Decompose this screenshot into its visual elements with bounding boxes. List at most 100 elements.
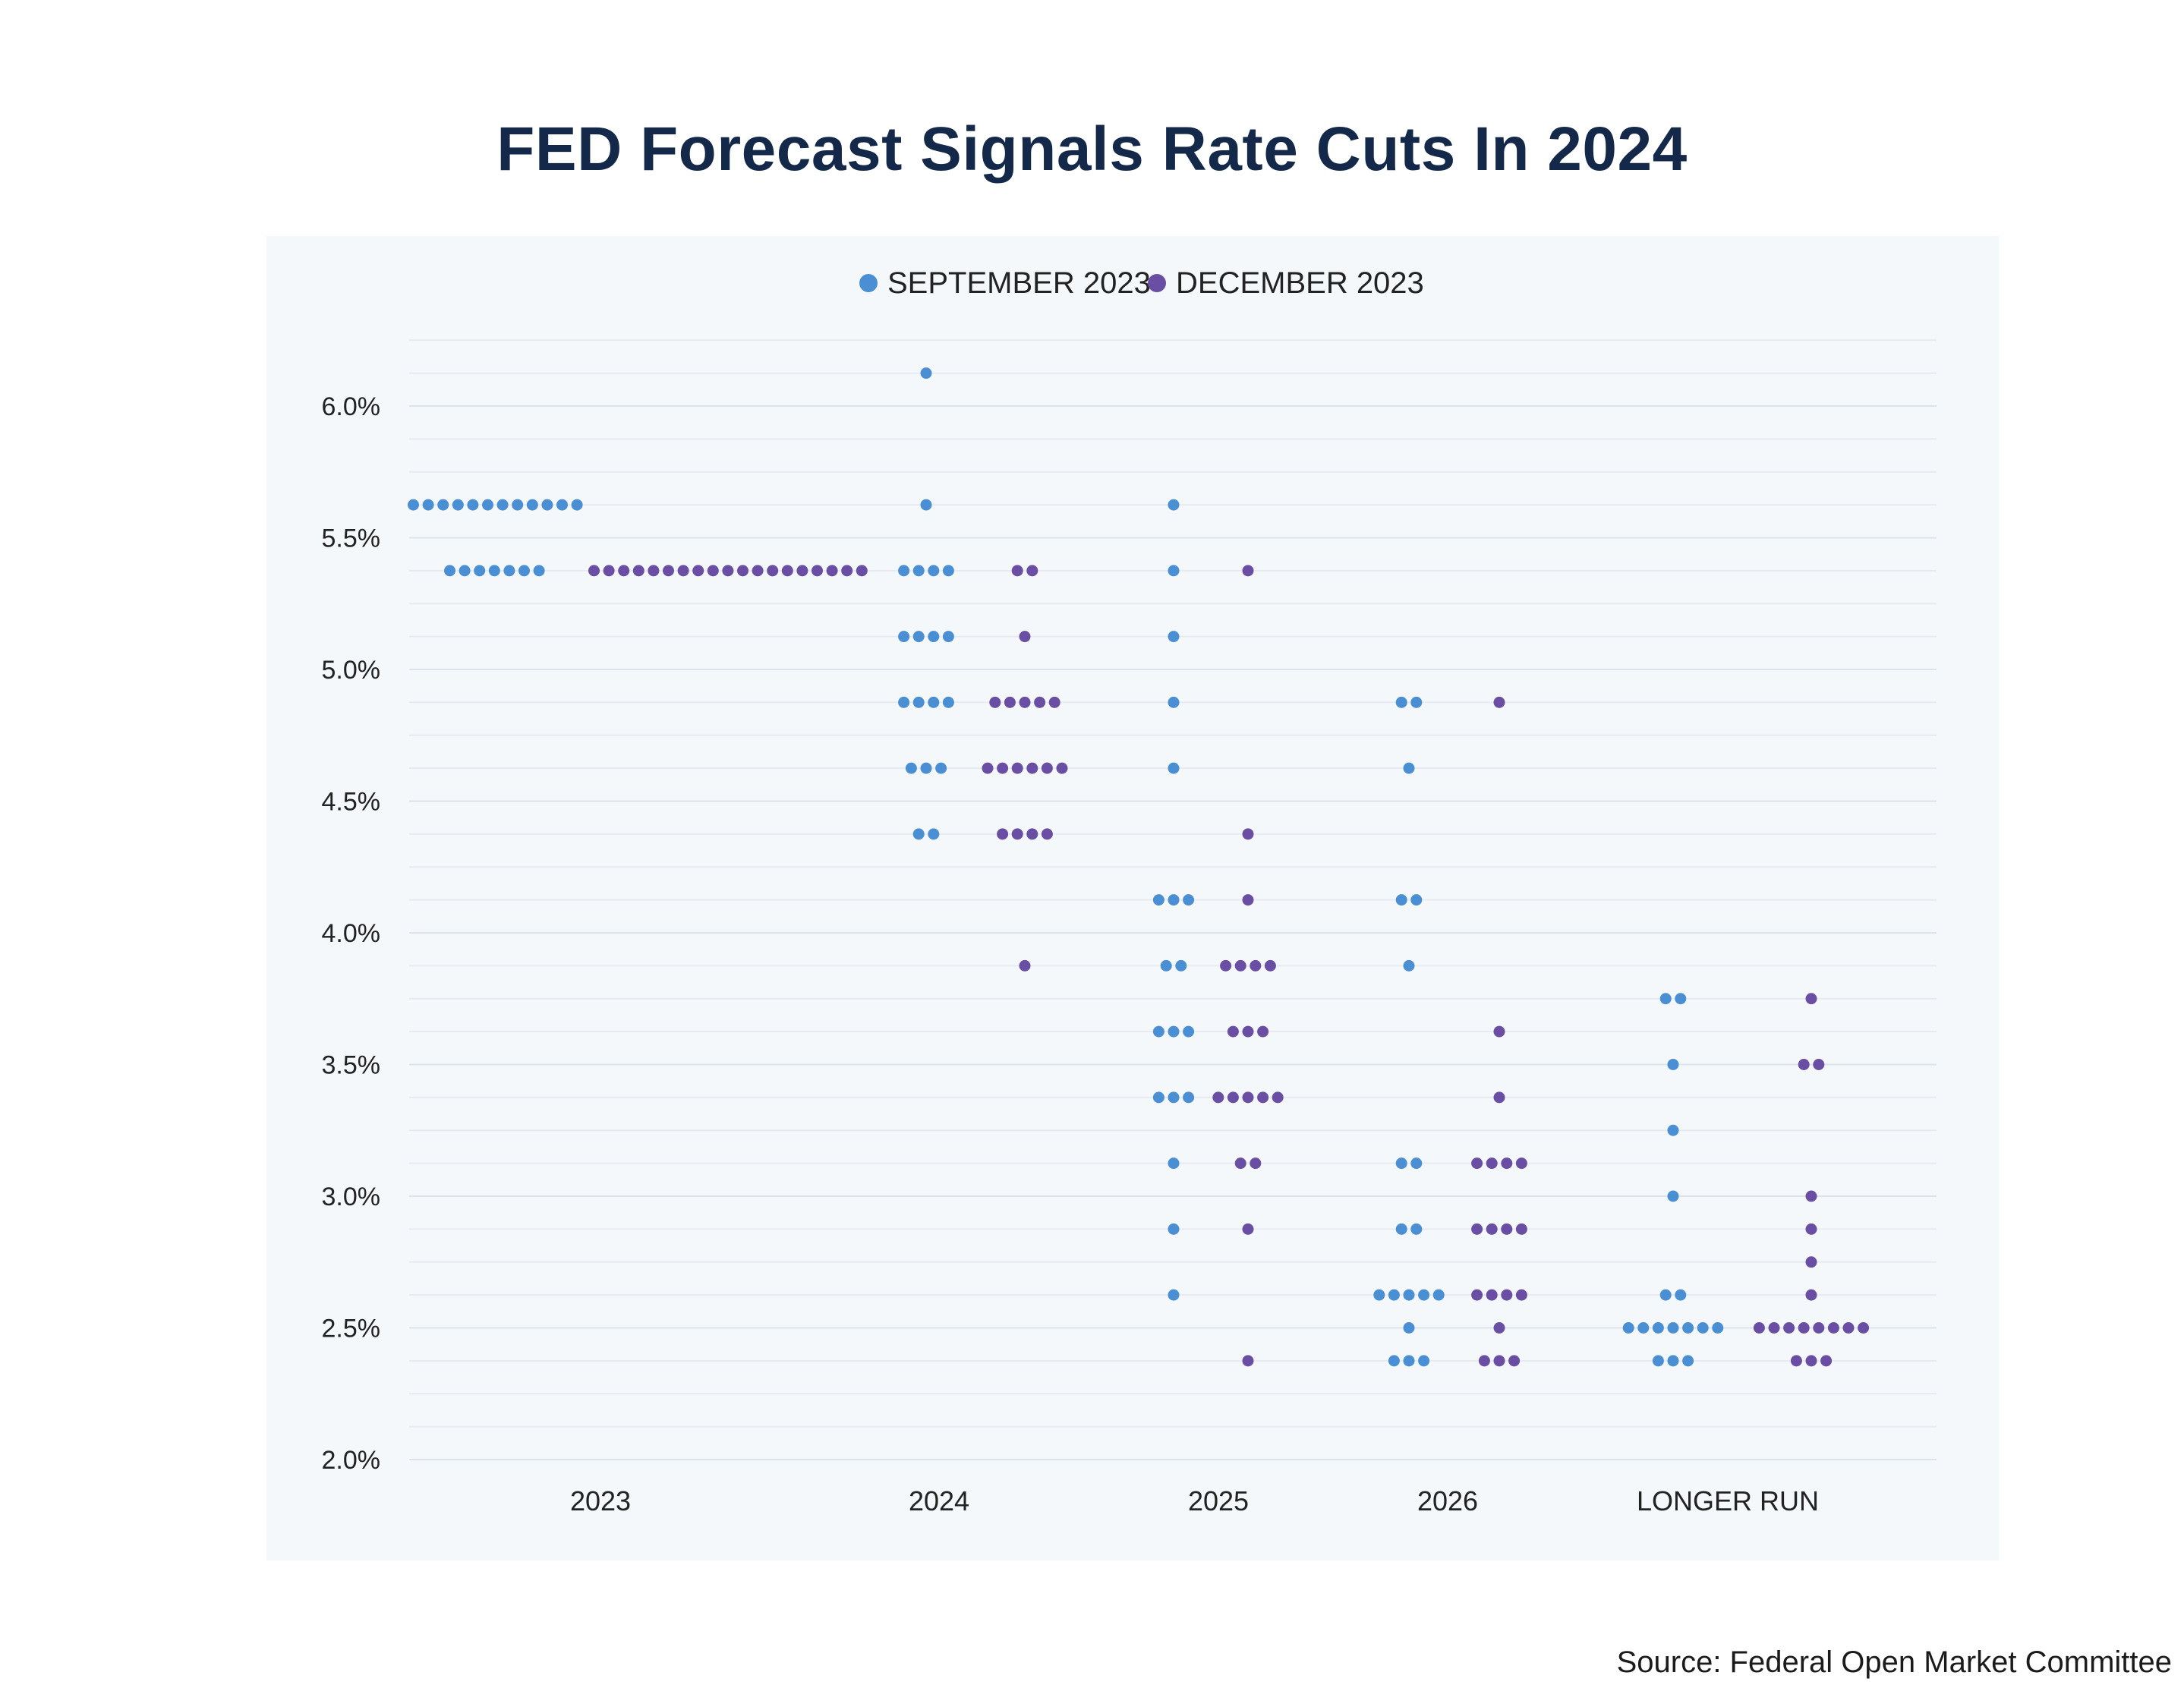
december-dot <box>1753 1322 1765 1334</box>
december-dot <box>1026 565 1038 577</box>
september-dot <box>1410 1157 1423 1170</box>
december-dot <box>1493 1322 1505 1334</box>
september-dot <box>1152 1091 1164 1104</box>
december-dot <box>1805 1223 1817 1235</box>
december-dot <box>1858 1322 1870 1334</box>
september-dot <box>1418 1289 1430 1301</box>
september-dot <box>526 499 538 511</box>
december-dot <box>588 565 600 577</box>
x-category-label: 2025 <box>1188 1485 1249 1516</box>
december-dot <box>663 565 674 577</box>
december-dot <box>1813 1322 1825 1334</box>
december-dot <box>1805 1256 1817 1268</box>
y-axis-ticks: 6.0% 5.5% 5.0% 4.5% 4.0% 3.5% 3.0% 2.5% 2.0% <box>322 392 381 1475</box>
september-dot <box>905 762 917 774</box>
december-dot <box>1501 1157 1513 1170</box>
september-dot <box>444 565 455 577</box>
legend-swatch <box>859 274 878 292</box>
september-dot <box>1168 1223 1180 1235</box>
september-dot <box>1403 762 1415 774</box>
y-tick-label: 2.5% <box>322 1315 381 1343</box>
september-dot <box>942 631 954 643</box>
december-dot <box>1471 1289 1483 1301</box>
september-dot <box>1152 894 1164 906</box>
september-dot <box>1667 1190 1679 1202</box>
september-dot <box>1168 565 1180 577</box>
source-note: Source: Federal Open Market Committee <box>1616 1646 2172 1679</box>
december-dot <box>1227 1025 1239 1038</box>
september-dot <box>1659 1289 1672 1301</box>
december-dot <box>1493 696 1505 708</box>
dot-plot: SEPTEMBER 2023 DECEMBER 2023 6.0% 5.5% 5.0%… <box>322 266 1937 1516</box>
december-dot <box>1486 1289 1498 1301</box>
december-dot <box>1011 762 1023 774</box>
september-dot <box>518 565 530 577</box>
december-dot <box>1257 1025 1269 1038</box>
december-dot <box>1264 959 1276 972</box>
december-dot <box>1493 1091 1505 1104</box>
september-dot <box>920 367 932 380</box>
september-dot <box>1168 499 1180 511</box>
december-dot <box>1242 894 1254 906</box>
december-dot <box>1004 696 1016 708</box>
september-dot <box>1697 1322 1709 1334</box>
december-dot <box>1011 565 1023 577</box>
legend: SEPTEMBER 2023 DECEMBER 2023 <box>859 266 1424 300</box>
december-dot <box>1250 1157 1262 1170</box>
december-dot <box>856 565 868 577</box>
december-dot <box>722 565 734 577</box>
september-dot <box>503 565 515 577</box>
december-dot <box>982 762 994 774</box>
december-dot <box>1041 762 1053 774</box>
december-dot <box>1019 631 1031 643</box>
december-dot <box>1048 696 1060 708</box>
december-dot <box>1234 959 1246 972</box>
december-dot <box>1257 1091 1269 1104</box>
december-dot <box>1234 1157 1246 1170</box>
september-dot <box>1168 631 1180 643</box>
september-dot <box>1410 696 1423 708</box>
december-dot <box>1798 1059 1810 1070</box>
december-dot <box>1486 1223 1498 1235</box>
december-dot <box>1486 1157 1498 1170</box>
september-dot <box>1432 1289 1445 1301</box>
y-tick-label: 6.0% <box>322 392 381 421</box>
chart-panel: SEPTEMBER 2023 DECEMBER 2023 6.0% 5.5% 5.0%… <box>266 236 1999 1561</box>
december-dot <box>1026 828 1038 840</box>
september-dot <box>467 499 479 511</box>
september-dot <box>571 499 583 511</box>
december-dot <box>752 565 764 577</box>
data-dots <box>408 367 1870 1367</box>
december-dot <box>1508 1355 1521 1367</box>
december-dot <box>1212 1091 1224 1104</box>
december-dot <box>707 565 719 577</box>
december-dot <box>1056 762 1068 774</box>
september-dot <box>1152 1025 1164 1038</box>
september-dot <box>1183 1091 1195 1104</box>
september-dot <box>422 499 434 511</box>
legend-label: SEPTEMBER 2023 <box>887 266 1151 300</box>
december-dot <box>632 565 644 577</box>
september-dot <box>556 499 568 511</box>
december-dot <box>826 565 838 577</box>
september-dot <box>1675 1289 1687 1301</box>
december-dot <box>1813 1059 1825 1070</box>
september-dot <box>928 828 940 840</box>
december-dot <box>1805 1190 1817 1202</box>
september-dot <box>1418 1355 1430 1367</box>
september-dot <box>1388 1355 1400 1367</box>
december-dot <box>781 565 793 577</box>
december-dot <box>1019 696 1031 708</box>
september-dot <box>512 499 524 511</box>
december-dot <box>1250 959 1262 972</box>
september-dot <box>1652 1322 1664 1334</box>
december-dot <box>1790 1355 1802 1367</box>
december-dot <box>1493 1025 1505 1038</box>
september-dot <box>942 565 954 577</box>
december-dot <box>1515 1289 1527 1301</box>
september-dot <box>1183 1025 1195 1038</box>
december-dot <box>1783 1322 1795 1334</box>
september-dot <box>912 696 925 708</box>
september-dot <box>912 631 925 643</box>
september-dot <box>533 565 545 577</box>
